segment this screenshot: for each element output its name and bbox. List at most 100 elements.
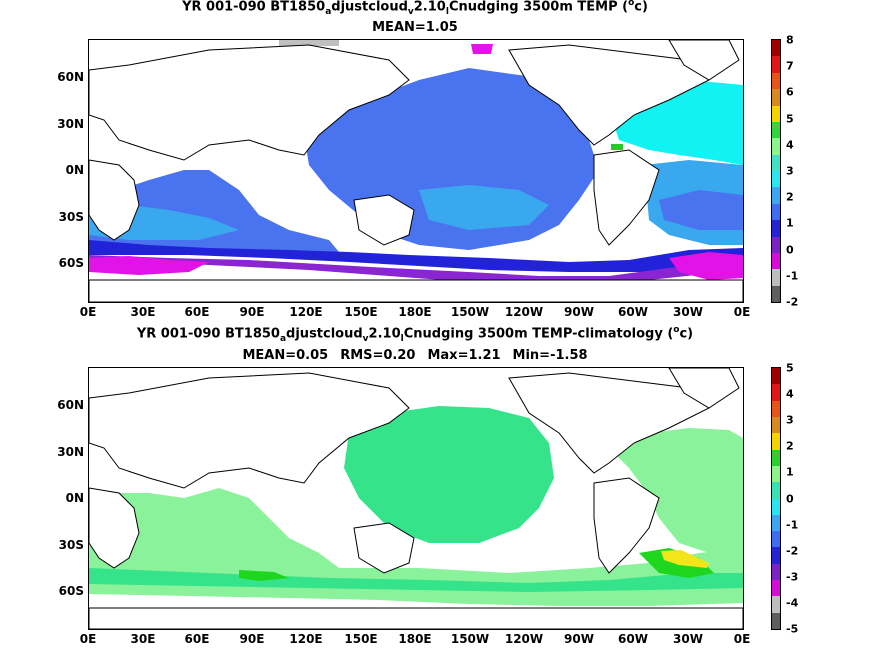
bottom-south-field <box>89 548 743 606</box>
colorbar-tick-label: 3 <box>786 413 794 427</box>
colorbar-tick-label: 3 <box>786 164 794 178</box>
bottom-land-australia <box>353 522 415 574</box>
colorbar-tick-label: -2 <box>786 295 799 309</box>
bottom-lat-label-0n: 0N <box>65 491 84 505</box>
top-map-panel <box>88 39 744 303</box>
bottom-pacific-field <box>344 406 554 543</box>
top-gray-arctic <box>279 40 339 46</box>
colorbar-tick-label: 0 <box>786 243 794 257</box>
colorbar-tick-label: 1 <box>786 216 794 230</box>
colorbar-tick-label: 2 <box>786 190 794 204</box>
top-lon-label: 0E <box>733 305 751 319</box>
colorbar-tick-label: 4 <box>786 138 794 152</box>
colorbar-tick-label: 0 <box>786 492 794 505</box>
colorbar-segment <box>772 482 780 499</box>
bottom-title: YR 001-090 BT1850adjustcloudv2.10lCnudgi… <box>136 325 694 344</box>
colorbar-segment <box>772 580 780 597</box>
top-magenta-patch-east <box>669 252 743 280</box>
top-lon-label: 180E <box>398 305 432 319</box>
colorbar-tick-label: -3 <box>786 570 799 584</box>
top-lon-label: 0E <box>79 305 97 319</box>
bottom-lat-label-60n: 60N <box>57 398 84 412</box>
bottom-stats: MEAN=0.05 RMS=0.20 Max=1.21 Min=-1.58 <box>0 348 830 363</box>
colorbar-tick-label: 6 <box>786 85 794 99</box>
top-south-pacific-light <box>419 185 549 230</box>
bottom-lon-label: 90E <box>239 632 265 646</box>
top-lon-label: 150W <box>450 305 490 319</box>
colorbar-segment <box>772 171 780 188</box>
colorbar-segment <box>772 400 780 417</box>
top-lon-label: 30W <box>673 305 703 319</box>
colorbar-segment <box>772 121 780 139</box>
colorbar-segment <box>772 285 780 302</box>
top-antarctic-purple-band <box>89 255 743 286</box>
bottom-anomaly-map <box>89 368 743 629</box>
top-land-eurasia-b <box>89 372 410 489</box>
top-lon-label: 90W <box>564 305 594 319</box>
top-land-australia <box>353 194 415 246</box>
colorbar-segment <box>772 563 780 581</box>
top-land-antarctica <box>89 279 743 302</box>
colorbar-segment <box>772 187 780 204</box>
colorbar-segment <box>772 138 780 155</box>
colorbar-segment <box>772 154 780 171</box>
top-lat-label-30s: 30S <box>58 210 84 224</box>
colorbar-segment <box>772 433 780 450</box>
bottom-lon-label: 150W <box>450 632 490 646</box>
top-land-north-america <box>508 44 710 146</box>
bottom-land-south-america <box>593 477 660 574</box>
colorbar-tick-label: 5 <box>786 112 794 126</box>
bottom-atlantic-yellow <box>661 550 709 568</box>
top-subtitle: MEAN=1.05 <box>372 20 458 35</box>
colorbar-segment <box>772 384 780 401</box>
bottom-lon-label: 90W <box>564 632 594 646</box>
colorbar-segment <box>772 269 780 286</box>
bottom-lon-label: 30E <box>130 632 156 646</box>
bottom-land-antarctica <box>89 607 743 629</box>
top-land-eurasia <box>89 44 410 161</box>
bottom-lat-label-60s: 60S <box>58 584 84 598</box>
bottom-map-panel <box>88 367 744 630</box>
top-colorbar <box>771 39 781 303</box>
colorbar-segment <box>772 465 780 483</box>
top-lon-label: 60E <box>184 305 210 319</box>
colorbar-segment <box>772 416 780 434</box>
bottom-lon-label: 120W <box>504 632 544 646</box>
stat-max: Max=1.21 <box>427 348 501 363</box>
top-magenta-patch-west <box>89 256 209 275</box>
stat-mean: MEAN=0.05 <box>242 348 329 363</box>
bottom-atlantic-field <box>609 428 743 558</box>
colorbar-segment <box>772 40 780 57</box>
stat-min: Min=-1.58 <box>512 348 588 363</box>
colorbar-segment <box>772 56 780 73</box>
colorbar-segment <box>772 203 780 221</box>
colorbar-segment <box>772 89 780 106</box>
top-lat-label-60s: 60S <box>58 256 84 270</box>
top-lon-label: 90E <box>239 305 265 319</box>
top-land-africa <box>89 159 140 241</box>
top-atlantic-blue <box>659 190 743 230</box>
colorbar-segment <box>772 498 780 515</box>
colorbar-tick-label: -4 <box>786 596 799 610</box>
top-lon-label: 60W <box>618 305 648 319</box>
top-land-south-america <box>593 149 660 246</box>
colorbar-tick-label: 1 <box>786 465 794 479</box>
top-lon-label: 120E <box>289 305 323 319</box>
colorbar-segment <box>772 105 780 122</box>
colorbar-segment <box>772 531 780 548</box>
bottom-indian-field <box>89 488 339 583</box>
colorbar-tick-label: 4 <box>786 387 794 401</box>
bottom-lat-label-30n: 30N <box>57 445 84 459</box>
bottom-lon-label: 150E <box>344 632 378 646</box>
bottom-lon-label: 180E <box>398 632 432 646</box>
colorbar-segment <box>772 236 780 253</box>
bottom-lon-label: 0E <box>79 632 97 646</box>
colorbar-segment <box>772 612 780 629</box>
bottom-lon-label: 120E <box>289 632 323 646</box>
colorbar-segment <box>772 252 780 270</box>
bottom-lat-label-30s: 30S <box>58 538 84 552</box>
top-land-greenland <box>668 40 740 81</box>
top-temperature-map <box>89 40 743 302</box>
bottom-land-africa <box>89 487 140 569</box>
colorbar-segment <box>772 72 780 90</box>
